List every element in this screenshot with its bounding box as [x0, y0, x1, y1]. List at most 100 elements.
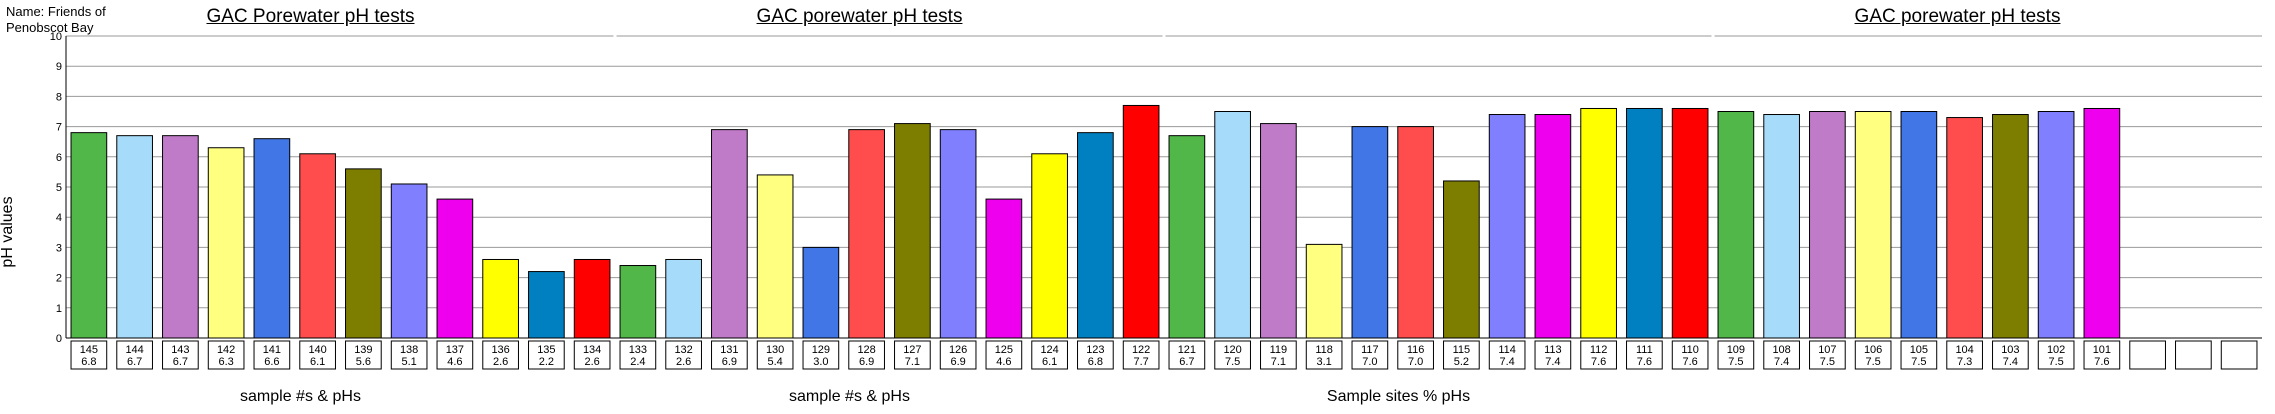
category-label-box [299, 340, 336, 370]
value-label: 4.6 [447, 356, 462, 368]
category-label-box [1305, 340, 1343, 370]
category-label-box [2037, 340, 2075, 370]
category-label: 107 [1818, 344, 1836, 356]
value-label: 7.0 [1408, 356, 1423, 368]
category-label-box [939, 340, 977, 370]
panel-2-title: GAC porewater pH tests [756, 6, 963, 27]
value-label: 2.6 [676, 356, 691, 368]
category-label: 122 [1132, 344, 1150, 356]
bar-112 [1580, 107, 1617, 339]
category-label-box [528, 340, 565, 370]
category-label-box [1580, 340, 1617, 370]
value-label: 6.1 [1042, 356, 1057, 368]
category-label: 128 [857, 344, 875, 356]
value-label: 7.4 [1545, 356, 1560, 368]
value-label: 7.7 [1133, 356, 1148, 368]
bar-103 [1992, 114, 2029, 339]
category-label-box [619, 340, 657, 370]
category-label: 137 [446, 344, 464, 356]
y-tick-label: 4 [56, 212, 62, 224]
category-label: 120 [1223, 344, 1241, 356]
bar-131 [711, 129, 748, 339]
category-label-box [573, 340, 611, 370]
category-label-box [162, 340, 199, 370]
value-label: 4.6 [996, 356, 1011, 368]
bar-121 [1168, 135, 1206, 339]
y-tick-label: 6 [56, 152, 62, 164]
category-label: 115 [1453, 344, 1471, 356]
value-label: 7.4 [2003, 356, 2018, 368]
category-label-box [1992, 340, 2029, 370]
bar-118 [1305, 243, 1343, 339]
category-label-box [802, 340, 840, 370]
value-label: 7.4 [1499, 356, 1514, 368]
bar-135 [528, 271, 565, 339]
category-label: 104 [1955, 344, 1973, 356]
bar-129 [802, 246, 840, 339]
category-label: 141 [263, 344, 281, 356]
category-label-box [70, 340, 108, 370]
category-label: 140 [308, 344, 326, 356]
value-label: 7.4 [1774, 356, 1789, 368]
y-tick-label: 9 [56, 61, 62, 73]
value-label: 2.2 [539, 356, 554, 368]
category-label-box [1443, 340, 1480, 370]
bar-126 [939, 129, 977, 339]
category-label-box [1626, 340, 1663, 370]
y-tick-label: 0 [56, 333, 62, 345]
bar-125 [985, 198, 1023, 339]
category-label: 101 [2093, 344, 2111, 356]
value-label: 2.6 [493, 356, 508, 368]
category-label-box [390, 340, 428, 370]
bar-134 [573, 258, 611, 339]
value-label: 2.6 [584, 356, 599, 368]
bar-143 [162, 135, 199, 339]
value-label: 7.5 [1728, 356, 1743, 368]
bar-127 [894, 123, 931, 339]
panel-1-title: GAC Porewater pH tests [206, 6, 415, 27]
category-label: 131 [720, 344, 738, 356]
author-name-label: Name: Friends of Penobscot Bay [6, 4, 106, 35]
value-label: 6.9 [722, 356, 737, 368]
value-label: 6.3 [218, 356, 233, 368]
category-label: 133 [629, 344, 647, 356]
y-tick-label: 8 [56, 91, 62, 103]
bar-144 [116, 135, 153, 339]
category-label: 110 [1681, 344, 1699, 356]
category-label: 114 [1498, 344, 1516, 356]
value-label: 7.6 [1682, 356, 1697, 368]
category-label: 112 [1590, 344, 1608, 356]
value-label: 7.6 [1637, 356, 1652, 368]
category-label: 119 [1270, 344, 1288, 356]
category-label-box [2220, 340, 2258, 370]
bar-136 [482, 258, 519, 339]
bar-117 [1351, 126, 1389, 339]
category-label: 103 [2001, 344, 2019, 356]
bar-113 [1534, 114, 1572, 339]
category-label-box [1031, 340, 1068, 370]
category-label-box [482, 340, 519, 370]
category-label-box [1763, 340, 1800, 370]
category-label: 125 [995, 344, 1013, 356]
category-label: 130 [766, 344, 784, 356]
bar-106 [1854, 111, 1892, 339]
category-label-box [1946, 340, 1983, 370]
y-tick-label: 5 [56, 182, 62, 194]
category-label-box [1122, 340, 1160, 370]
value-label: 6.7 [173, 356, 188, 368]
category-label-box [1900, 340, 1938, 370]
bar-120 [1214, 111, 1251, 339]
bar-137 [436, 198, 474, 339]
category-label: 124 [1040, 344, 1058, 356]
bar-123 [1077, 132, 1114, 339]
bar-139 [345, 168, 382, 339]
category-label-box [665, 340, 702, 370]
category-label-box [1488, 340, 1526, 370]
category-label: 116 [1407, 344, 1425, 356]
category-label: 145 [80, 344, 98, 356]
category-label-box [253, 340, 291, 370]
y-tick-label: 7 [56, 122, 62, 134]
category-label-box [848, 340, 885, 370]
value-label: 6.8 [1088, 356, 1103, 368]
